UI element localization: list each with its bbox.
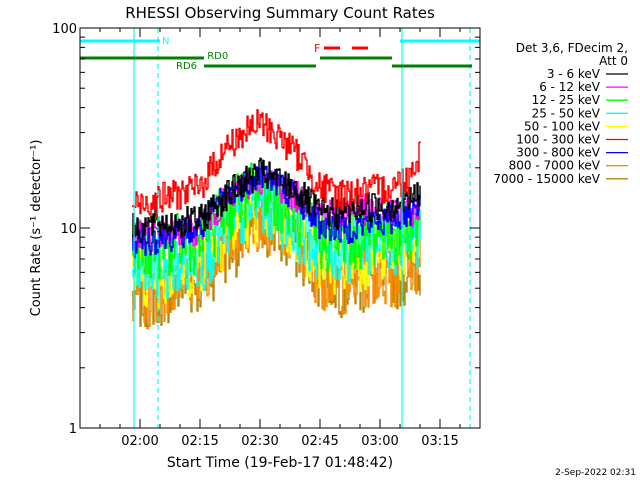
y-axis-label: Count Rate (s⁻¹ detector⁻¹) — [29, 140, 44, 317]
legend-entry-label: 50 - 100 keV — [524, 119, 601, 133]
x-axis-label: Start Time (19-Feb-17 01:48:42) — [167, 455, 393, 471]
legend-header-line-2: Att 0 — [599, 54, 628, 68]
legend-entry-label: 12 - 25 keV — [532, 93, 601, 107]
legend-entry-label: 100 - 300 keV — [516, 133, 600, 147]
y-tick-label: 100 — [52, 22, 77, 37]
legend-entry-label: 800 - 7000 keV — [509, 159, 601, 173]
x-tick-label: 02:30 — [241, 434, 278, 449]
rd0-label: RD0 — [207, 51, 228, 62]
axis-layer: 1 10 100 02:00 02:15 02:30 02:45 03:00 03:15 — [52, 22, 481, 449]
chart-title: RHESSI Observing Summary Count Rates — [125, 4, 435, 22]
legend-entry-label: 6 - 12 keV — [539, 80, 601, 94]
legend-header-line-1: Det 3,6, FDecim 2, — [516, 41, 628, 55]
x-tick-label: 03:15 — [421, 434, 458, 449]
legend-entry-label: 7000 - 15000 keV — [493, 172, 600, 186]
legend-entry-label: 25 - 50 keV — [532, 106, 601, 120]
x-tick-label: 02:15 — [181, 434, 218, 449]
night-label: N — [162, 36, 169, 47]
y-tick-label: 10 — [60, 222, 77, 237]
rd6-label: RD6 — [176, 61, 197, 72]
series-line-3 — [132, 174, 421, 299]
series-line-5 — [132, 109, 421, 217]
x-tick-label: 03:00 — [361, 434, 398, 449]
legend-entry-label: 300 - 800 keV — [516, 146, 600, 160]
x-tick-label: 02:00 — [121, 434, 158, 449]
legend-entry-label: 3 - 6 keV — [547, 67, 601, 81]
series-line-0 — [132, 157, 421, 244]
data-layer — [132, 109, 421, 330]
y-tick-label: 1 — [69, 422, 77, 437]
date-stamp: 2-Sep-2022 02:31 — [555, 468, 636, 478]
x-tick-label: 02:45 — [301, 434, 338, 449]
flare-label: F — [314, 42, 320, 55]
